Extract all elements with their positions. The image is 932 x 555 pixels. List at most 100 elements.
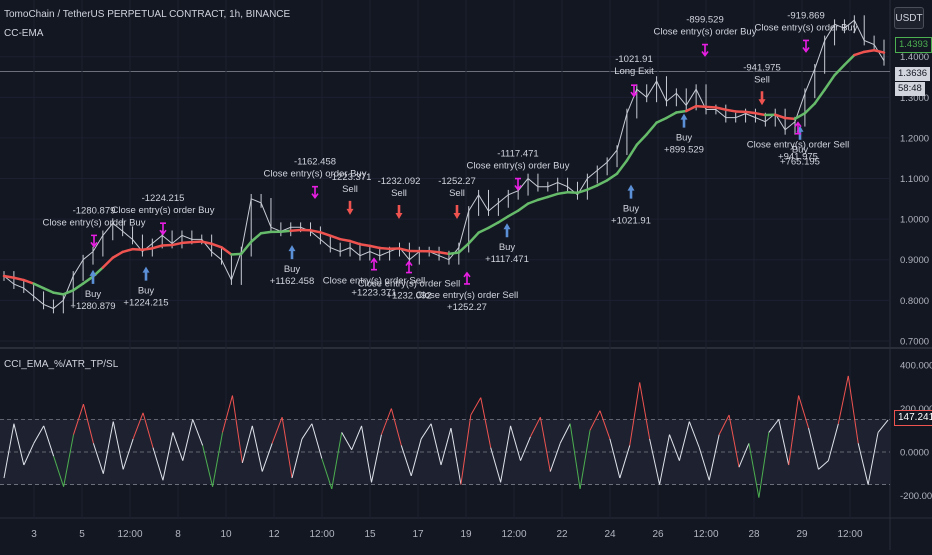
currency-button[interactable]: USDT [894, 7, 924, 29]
ema-segment [548, 194, 558, 197]
ema-segment [815, 90, 825, 104]
close-buy-label-line1: -1117.471 [497, 149, 538, 160]
close-buy-marker-icon [803, 40, 809, 51]
close-buy-label-line1: -919.869 [787, 10, 825, 21]
long-exit-label-line2: Long Exit [614, 66, 654, 77]
ema-segment [706, 107, 716, 108]
ema-segment [538, 197, 548, 200]
close-sell-marker-icon [371, 259, 377, 270]
ema-segment [44, 288, 54, 292]
time-tick-label: 19 [460, 529, 472, 540]
ema-segment [14, 278, 24, 280]
ema-segment [459, 243, 469, 252]
ema-segment [34, 284, 44, 289]
buy-arrow-icon [143, 267, 150, 281]
sell-arrow-icon [347, 201, 354, 215]
ema-segment [251, 233, 261, 242]
ema-price-tag: 1.4393 [895, 37, 932, 53]
ema-segment [835, 65, 845, 75]
ema-segment [439, 252, 449, 254]
ema-segment [479, 228, 489, 233]
buy-label-line1: Buy [284, 264, 301, 275]
buy-label-line1: Buy [85, 289, 102, 300]
ema-segment [113, 252, 123, 258]
buy-arrow-icon [289, 245, 296, 259]
ema-segment [291, 230, 301, 231]
sell-label-line2: Sell [754, 74, 770, 85]
ema-segment [142, 248, 152, 249]
time-tick-label: 8 [175, 529, 181, 540]
ema-segment [726, 110, 736, 112]
time-tick-label: 24 [604, 529, 616, 540]
price-tick-label: 0.8000 [900, 296, 929, 307]
ema-segment [805, 103, 815, 113]
oscillator-value-tag: 147.2417 [894, 410, 932, 426]
ema-segment [469, 233, 479, 244]
ema-segment [568, 192, 578, 193]
ema-segment [676, 111, 686, 113]
close-buy-label-line1: -1162.458 [294, 157, 336, 168]
sell-arrow-icon [396, 205, 403, 219]
close-buy-marker-icon [91, 235, 97, 246]
ema-segment [4, 276, 14, 278]
ema-segment [24, 280, 34, 284]
close-sell-label-line1: Close entry(s) order Sell [416, 290, 518, 301]
ema-segment [637, 134, 647, 144]
ema-segment [350, 241, 360, 244]
close-buy-label-line2: Close entry(s) order Buy [755, 22, 858, 33]
ema-segment [647, 123, 657, 135]
ema-segment [281, 231, 291, 232]
close-sell-label-line2: +941.975 [778, 152, 818, 163]
osc-tick-label: 400.0000 [900, 361, 932, 372]
time-tick-label: 12:00 [693, 529, 718, 540]
ema-segment [182, 242, 192, 243]
ema-segment [746, 112, 756, 113]
time-tick-label: 12:00 [117, 529, 142, 540]
sell-label-line1: -1252.27 [438, 176, 476, 187]
ema-segment [755, 113, 765, 115]
ema-segment [627, 145, 637, 161]
close-buy-label-line2: Close entry(s) order Buy [467, 161, 570, 172]
ema-segment [508, 211, 518, 217]
ema-segment [775, 115, 785, 118]
buy-arrow-icon [504, 223, 511, 237]
ema-segment [123, 249, 133, 252]
sell-arrow-icon [454, 205, 461, 219]
time-tick-label: 10 [220, 529, 232, 540]
ema-segment [340, 239, 350, 241]
ema-segment [380, 248, 390, 249]
ema-segment [400, 249, 410, 251]
time-tick-label: 28 [748, 529, 760, 540]
buy-arrow-icon [681, 114, 688, 128]
ema-segment [558, 192, 568, 194]
time-tick-label: 5 [79, 529, 85, 540]
ema-segment [716, 107, 726, 109]
ema-segment [518, 204, 528, 211]
time-tick-label: 22 [556, 529, 568, 540]
time-tick-label: 15 [364, 529, 376, 540]
ema-segment [133, 249, 143, 250]
trade-signals: Buy+1280.879Buy+1224.215Buy+1162.458Buy+… [43, 10, 858, 312]
price-tick-label: 1.2000 [900, 133, 929, 144]
buy-label-line2: +899.529 [664, 145, 704, 156]
oscillator-name[interactable]: CCI_EMA_%/ATR_TP/SL [4, 359, 118, 370]
ema-segment [449, 252, 459, 253]
close-buy-label-line2: Close entry(s) order Buy [43, 217, 146, 228]
price-tick-label: 1.1000 [900, 174, 929, 185]
osc-tick-label: 0.0000 [900, 447, 929, 458]
ema-segment [597, 180, 607, 185]
price-pane [4, 15, 884, 313]
close-sell-marker-icon [406, 262, 412, 273]
ema-segment [607, 174, 617, 181]
ema-segment [854, 52, 864, 55]
ema-segment [192, 242, 202, 243]
price-tick-label: 1.0000 [900, 215, 929, 226]
time-tick-label: 12:00 [501, 529, 526, 540]
buy-label-line1: Buy [623, 204, 640, 215]
time-tick-label: 17 [412, 529, 424, 540]
ema-segment [83, 277, 93, 284]
indicator-name[interactable]: CC-EMA [4, 28, 43, 39]
price-tick-label: 1.4000 [900, 52, 929, 63]
